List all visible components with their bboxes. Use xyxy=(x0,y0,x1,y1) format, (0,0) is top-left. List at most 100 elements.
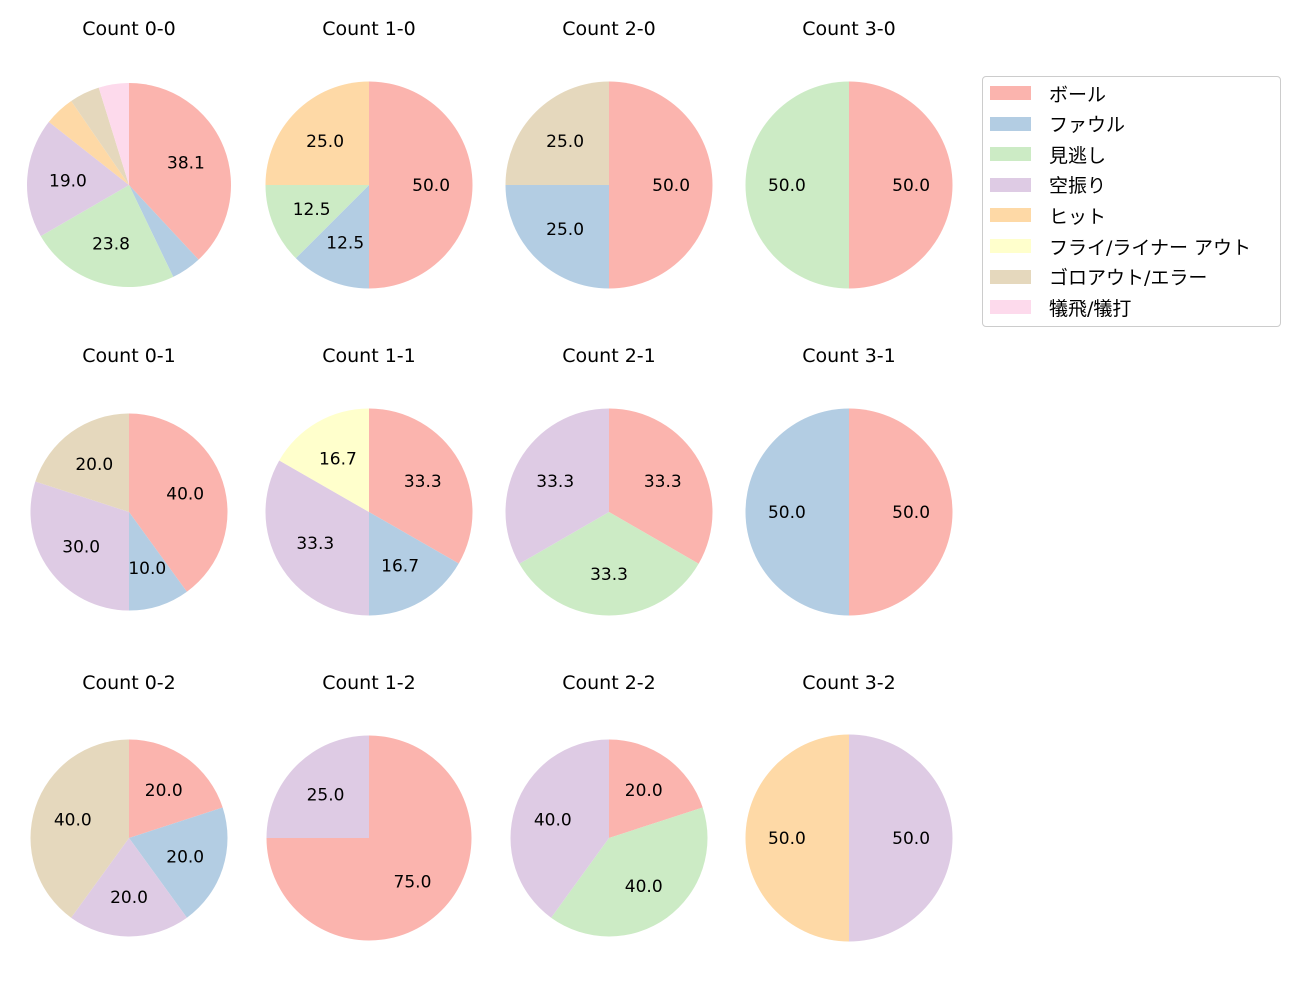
slice-label: 25.0 xyxy=(546,132,584,152)
pie-slice-ヒット xyxy=(48,100,129,185)
legend-swatch xyxy=(990,86,1031,100)
slice-label: 38.1 xyxy=(167,154,205,174)
legend-swatch xyxy=(990,208,1031,223)
pie-slice-空振り xyxy=(266,735,369,838)
pie-slice-見逃し xyxy=(551,807,708,937)
legend-label: 空振り xyxy=(1049,175,1107,198)
slice-label: 12.5 xyxy=(326,233,364,253)
pie-slice-空振り xyxy=(505,408,609,564)
legend-item: ファウル xyxy=(990,114,1125,136)
slice-label: 75.0 xyxy=(394,872,432,892)
slice-label: 20.0 xyxy=(75,455,113,475)
slice-label: 40.0 xyxy=(166,485,204,505)
legend-label: ボール xyxy=(1049,83,1107,106)
slice-label: 40.0 xyxy=(54,811,92,831)
pie-slice-ボール xyxy=(849,408,953,616)
legend-swatch xyxy=(990,147,1031,162)
slice-label: 40.0 xyxy=(625,877,663,897)
slice-label: 40.0 xyxy=(534,811,572,831)
pie-slice-ファウル xyxy=(129,185,199,277)
chart-title: Count 3-1 xyxy=(802,345,896,367)
slice-label: 20.0 xyxy=(166,847,204,867)
legend-item: ボール xyxy=(990,83,1106,106)
pie-slice-ボール xyxy=(129,413,228,592)
slice-label: 50.0 xyxy=(892,176,930,196)
pie-slice-ボール xyxy=(129,83,232,260)
chart-title: Count 1-0 xyxy=(322,18,416,40)
chart-title: Count 3-0 xyxy=(802,18,896,40)
pie-slice-ボール xyxy=(849,81,953,289)
chart-title: Count 2-1 xyxy=(562,345,656,367)
slice-label: 50.0 xyxy=(412,176,450,196)
slice-label: 19.0 xyxy=(49,172,87,192)
chart-title: Count 0-2 xyxy=(82,672,176,694)
pie-slice-ゴロアウト/エラー xyxy=(505,81,609,185)
slice-label: 25.0 xyxy=(546,220,584,240)
slice-label: 50.0 xyxy=(892,829,930,849)
legend: ボールファウル見逃し空振りヒットフライ/ライナー アウトゴロアウト/エラー犠飛/… xyxy=(982,76,1281,327)
pie-slice-ヒット xyxy=(745,734,849,942)
legend-label: ファウル xyxy=(1049,114,1126,137)
chart-title: Count 3-2 xyxy=(802,672,896,694)
slice-label: 50.0 xyxy=(892,503,930,523)
slice-label: 20.0 xyxy=(625,781,663,801)
slice-label: 30.0 xyxy=(62,538,100,558)
legend-item: ヒット xyxy=(990,205,1106,228)
pie-slice-ゴロアウト/エラー xyxy=(30,739,129,918)
slice-label: 20.0 xyxy=(110,888,148,908)
pie-slice-ゴロアウト/エラー xyxy=(35,413,129,512)
pie-slice-ボール xyxy=(609,81,713,289)
pie-slice-ファウル xyxy=(745,408,849,616)
pie-slice-見逃し xyxy=(265,185,369,259)
slice-label: 20.0 xyxy=(145,781,183,801)
pie-slice-空振り xyxy=(849,734,953,942)
slice-label: 50.0 xyxy=(768,829,806,849)
pie-slice-ファウル xyxy=(369,512,459,616)
slice-label: 33.3 xyxy=(536,472,574,492)
slice-label: 33.3 xyxy=(404,472,442,492)
slice-label: 50.0 xyxy=(652,176,690,196)
pie-slice-空振り xyxy=(71,838,187,937)
slice-label: 50.0 xyxy=(768,503,806,523)
legend-swatch xyxy=(990,300,1031,315)
pie-slice-見逃し xyxy=(745,81,849,289)
legend-swatch xyxy=(990,269,1031,284)
slice-label: 25.0 xyxy=(307,786,345,806)
legend-swatch xyxy=(990,239,1031,253)
slice-label: 33.3 xyxy=(644,472,682,492)
legend-label: フライ/ライナー アウト xyxy=(1049,236,1252,259)
chart-title: Count 0-0 xyxy=(82,18,176,40)
slice-label: 33.3 xyxy=(296,534,334,554)
pie-slice-ボール xyxy=(129,739,223,838)
slice-label: 33.3 xyxy=(590,565,628,585)
pie-slice-ボール xyxy=(369,408,473,564)
pie-slice-犠飛/犠打 xyxy=(98,83,129,185)
pie-slice-ボール xyxy=(369,81,473,289)
chart-title: Count 1-1 xyxy=(322,345,416,367)
pie-slice-空振り xyxy=(510,739,609,918)
slice-label: 10.0 xyxy=(128,559,166,579)
legend-swatch xyxy=(990,116,1031,131)
pie-slice-空振り xyxy=(265,460,369,616)
slice-label: 12.5 xyxy=(293,200,331,220)
legend-item: 見逃し xyxy=(990,144,1106,167)
legend-item: ゴロアウト/エラー xyxy=(990,267,1207,289)
pie-slice-ボール xyxy=(609,408,713,564)
legend-swatch xyxy=(990,177,1031,192)
legend-label: 見逃し xyxy=(1049,144,1107,167)
legend-item: 空振り xyxy=(990,175,1106,197)
pie-slice-空振り xyxy=(26,121,129,237)
legend-label: ヒット xyxy=(1049,205,1107,228)
slice-label: 23.8 xyxy=(92,234,130,254)
pie-slice-フライ/ライナー アウト xyxy=(279,408,369,512)
chart-title: Count 2-2 xyxy=(562,672,656,694)
pie-slice-空振り xyxy=(30,481,130,611)
slice-label: 25.0 xyxy=(306,132,344,152)
legend-label: 犠飛/犠打 xyxy=(1049,297,1132,320)
pie-slice-ボール xyxy=(609,739,703,838)
pie-slice-見逃し xyxy=(519,512,699,616)
chart-title: Count 1-2 xyxy=(322,672,416,694)
pie-slice-見逃し xyxy=(40,185,174,287)
pie-slice-ゴロアウト/エラー xyxy=(71,87,129,185)
